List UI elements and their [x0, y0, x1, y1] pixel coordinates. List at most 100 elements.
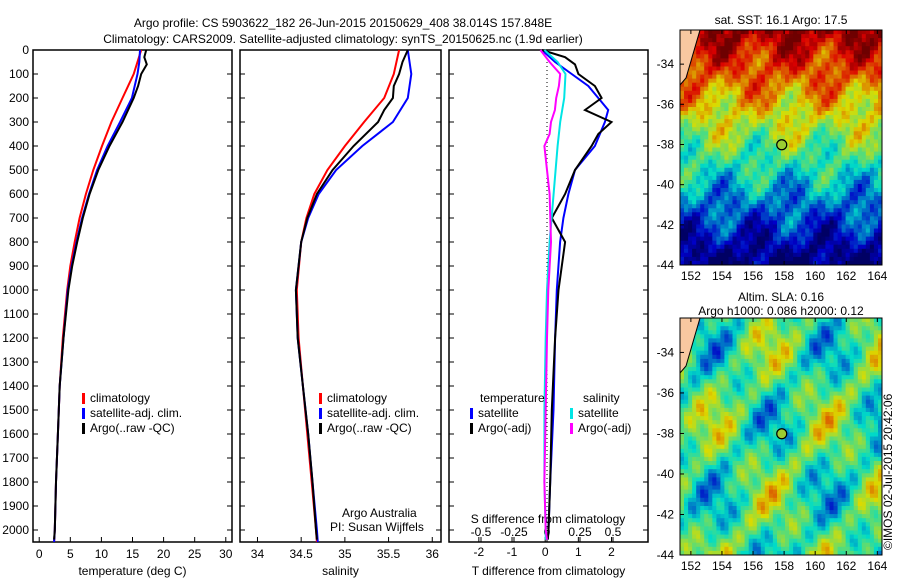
x-tick-label: 1 — [575, 545, 582, 559]
map-cell — [688, 175, 693, 181]
map-cell — [825, 403, 830, 409]
map-cell — [692, 135, 697, 140]
map-cell — [748, 469, 754, 474]
map-cell — [756, 416, 762, 421]
map-cell — [716, 58, 721, 63]
map-cell — [821, 192, 826, 197]
map-cell — [837, 131, 843, 136]
map-cell — [716, 171, 721, 177]
map-cell — [801, 46, 806, 51]
map-cell — [764, 456, 770, 462]
map-cell — [841, 354, 847, 360]
map-cell — [704, 342, 709, 348]
map-cell — [696, 346, 701, 352]
map-cell — [829, 196, 834, 201]
map-cell — [777, 354, 782, 360]
map-cell — [785, 163, 790, 169]
map-cell — [716, 131, 721, 136]
map-cell — [841, 350, 847, 356]
map-cell — [805, 159, 810, 165]
map-cell — [712, 444, 717, 450]
map-cell — [829, 66, 834, 72]
map-cell — [813, 86, 818, 92]
map-cell — [869, 338, 875, 343]
y-tick-label: 1900 — [2, 499, 29, 513]
map-cell — [740, 407, 746, 413]
map-cell — [732, 412, 737, 417]
map-cell — [712, 159, 717, 165]
map-cell — [869, 54, 875, 59]
map-cell — [809, 192, 814, 197]
map-cell — [878, 461, 883, 466]
map-cell — [764, 90, 770, 96]
map-cell — [756, 184, 762, 189]
map-cell — [777, 204, 782, 209]
map-cell — [772, 256, 778, 262]
map-cell — [700, 391, 705, 397]
map-cell — [869, 326, 875, 331]
map-cell — [736, 469, 742, 474]
map-cell — [793, 155, 798, 161]
map-cell — [712, 119, 717, 124]
map-cell — [861, 46, 867, 51]
map-cell — [789, 244, 794, 250]
map-cell — [692, 78, 697, 84]
map-cell — [728, 399, 733, 405]
map-cell — [760, 318, 766, 323]
map-cell — [728, 135, 733, 140]
map-cell — [680, 167, 685, 173]
map-cell — [878, 58, 883, 63]
map-cell — [756, 151, 762, 157]
map-cell — [865, 46, 871, 51]
map-cell — [793, 208, 798, 213]
map-cell — [841, 66, 847, 72]
map-cell — [764, 220, 770, 225]
map-cell — [853, 342, 859, 348]
map-cell — [781, 115, 786, 120]
map-cell — [748, 456, 754, 462]
map-cell — [817, 236, 822, 242]
map-cell — [785, 119, 790, 124]
map-cell — [865, 228, 871, 234]
map-cell — [853, 424, 859, 429]
map-cell — [801, 90, 806, 96]
map-cell — [801, 119, 806, 124]
map-cell — [833, 139, 838, 144]
map-cell — [728, 342, 733, 348]
map-cell — [801, 66, 806, 72]
map-cell — [756, 38, 762, 43]
map-cell — [684, 379, 689, 384]
map-cell — [692, 66, 697, 72]
map-cell — [724, 224, 729, 230]
map-cell — [805, 346, 810, 352]
map-cell — [744, 82, 750, 88]
map-cell — [772, 70, 778, 76]
map-cell — [740, 196, 746, 201]
map-cell — [764, 62, 770, 67]
map-cell — [833, 102, 838, 108]
map-cell — [781, 208, 786, 213]
map-cell — [772, 338, 778, 343]
map-cell — [829, 358, 834, 364]
map-cell — [716, 428, 721, 433]
map-cell — [736, 399, 742, 405]
map-cell — [789, 248, 794, 254]
map-cell — [744, 111, 750, 116]
map-cell — [805, 379, 810, 384]
map-cell — [704, 375, 709, 380]
map-cell — [700, 74, 705, 80]
map-cell — [728, 179, 733, 185]
map-cell — [857, 322, 863, 327]
map-cell — [680, 232, 685, 238]
map-cell — [821, 54, 826, 59]
map-cell — [781, 62, 786, 67]
map-cell — [740, 334, 746, 339]
map-cell — [817, 102, 822, 108]
map-cell — [720, 127, 725, 132]
map-cell — [740, 428, 746, 433]
map-cell — [712, 412, 717, 417]
map-cell — [809, 326, 814, 331]
map-cell — [777, 228, 782, 234]
map-cell — [724, 342, 729, 348]
map-cell — [752, 358, 758, 364]
